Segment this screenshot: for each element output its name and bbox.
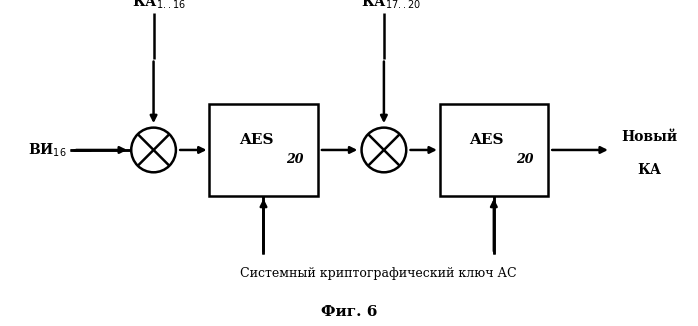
Text: Системный криптографический ключ АС: Системный криптографический ключ АС [240, 267, 517, 280]
Text: Новый: Новый [621, 130, 677, 144]
Bar [440, 104, 548, 196]
Text: ВИ$_{16}$: ВИ$_{16}$ [28, 141, 66, 159]
Text: КА$_{17..20}$: КА$_{17..20}$ [361, 0, 421, 11]
Text: AES: AES [239, 133, 274, 147]
Text: КА: КА [637, 163, 661, 176]
Text: КА$_{1..16}$: КА$_{1..16}$ [132, 0, 186, 11]
Text: 20: 20 [286, 153, 304, 166]
Bar [209, 104, 318, 196]
Text: Фиг. 6: Фиг. 6 [321, 305, 377, 319]
Text: AES: AES [470, 133, 504, 147]
Text: 20: 20 [517, 153, 534, 166]
